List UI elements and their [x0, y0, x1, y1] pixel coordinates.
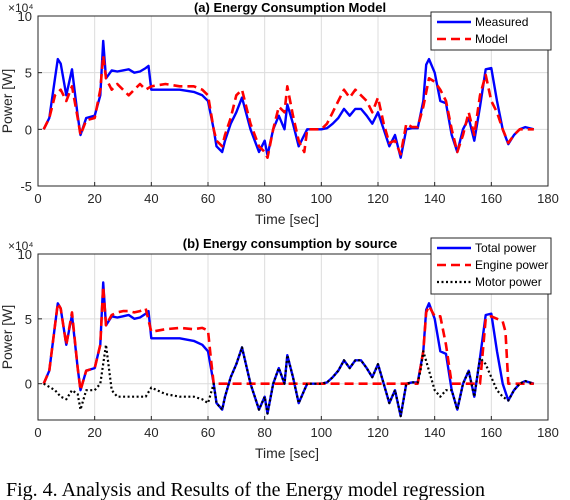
chart-title: (a) Energy Consumption Model — [194, 0, 386, 15]
axes-frame — [37, 15, 549, 187]
chart-panel-b: 0 20 40 60 80 100 120 140 160 180 0 5 10×10⁴ Time [se… — [0, 236, 559, 461]
x-tick-label: 180 — [537, 425, 559, 440]
legend-entry: Motor power — [475, 275, 542, 289]
legend-box — [430, 11, 552, 51]
y-tick-label: 0 — [25, 122, 32, 137]
y-tick-label: 10 — [18, 247, 32, 262]
series-line-engine-power — [42, 285, 534, 392]
x-tick-label: 120 — [367, 425, 389, 440]
series-line-motor-power — [43, 343, 535, 418]
x-tick-label: 140 — [424, 425, 446, 440]
legend: Measured Model — [430, 11, 552, 51]
x-tick-label: 100 — [310, 425, 332, 440]
x-tick-label: 40 — [144, 191, 158, 206]
y-tick-label: 5 — [25, 312, 32, 327]
series-group — [42, 281, 535, 418]
x-tick-label: 160 — [480, 191, 502, 206]
x-tick-label: 100 — [310, 191, 332, 206]
y-axis-multiplier: ×10⁴ — [8, 239, 34, 253]
y-tick-label: -5 — [20, 179, 32, 194]
y-tick-label: 10 — [18, 9, 32, 24]
x-tick-label: 0 — [34, 191, 41, 206]
legend-entry: Measured — [475, 15, 528, 29]
x-tick-label: 60 — [201, 425, 215, 440]
y-axis-label: Power [W] — [0, 305, 15, 370]
x-tick-label: 20 — [87, 425, 101, 440]
legend-entry: Engine power — [475, 258, 548, 272]
y-axis-label: Power [W] — [0, 69, 15, 134]
x-tick-label: 80 — [257, 425, 271, 440]
axes-frame — [37, 253, 549, 421]
x-tick-label: 180 — [537, 191, 559, 206]
x-axis-label: Time [sec] — [255, 445, 319, 461]
y-tick-label: 0 — [25, 377, 32, 392]
x-tick-label: 40 — [144, 425, 158, 440]
x-tick-label: 140 — [424, 191, 446, 206]
legend: Total power Engine power Motor power — [430, 237, 552, 295]
x-tick-label: 160 — [480, 425, 502, 440]
chart-title: (b) Energy consumption by source — [183, 236, 398, 251]
x-tick-label: 20 — [87, 191, 101, 206]
figure-caption: Fig. 4. Analysis and Results of the Ener… — [6, 479, 485, 500]
x-tick-label: 0 — [34, 425, 41, 440]
y-tick-label: 5 — [25, 66, 32, 81]
y-axis-multiplier: ×10⁴ — [8, 1, 34, 15]
legend-entry: Model — [475, 32, 508, 46]
legend-entry: Total power — [475, 241, 536, 255]
x-axis-label: Time [sec] — [255, 211, 319, 227]
series-group — [42, 39, 535, 159]
x-tick-label: 120 — [367, 191, 389, 206]
x-tick-label: 80 — [257, 191, 271, 206]
series-line-model — [42, 54, 534, 159]
x-tick-label: 60 — [201, 191, 215, 206]
